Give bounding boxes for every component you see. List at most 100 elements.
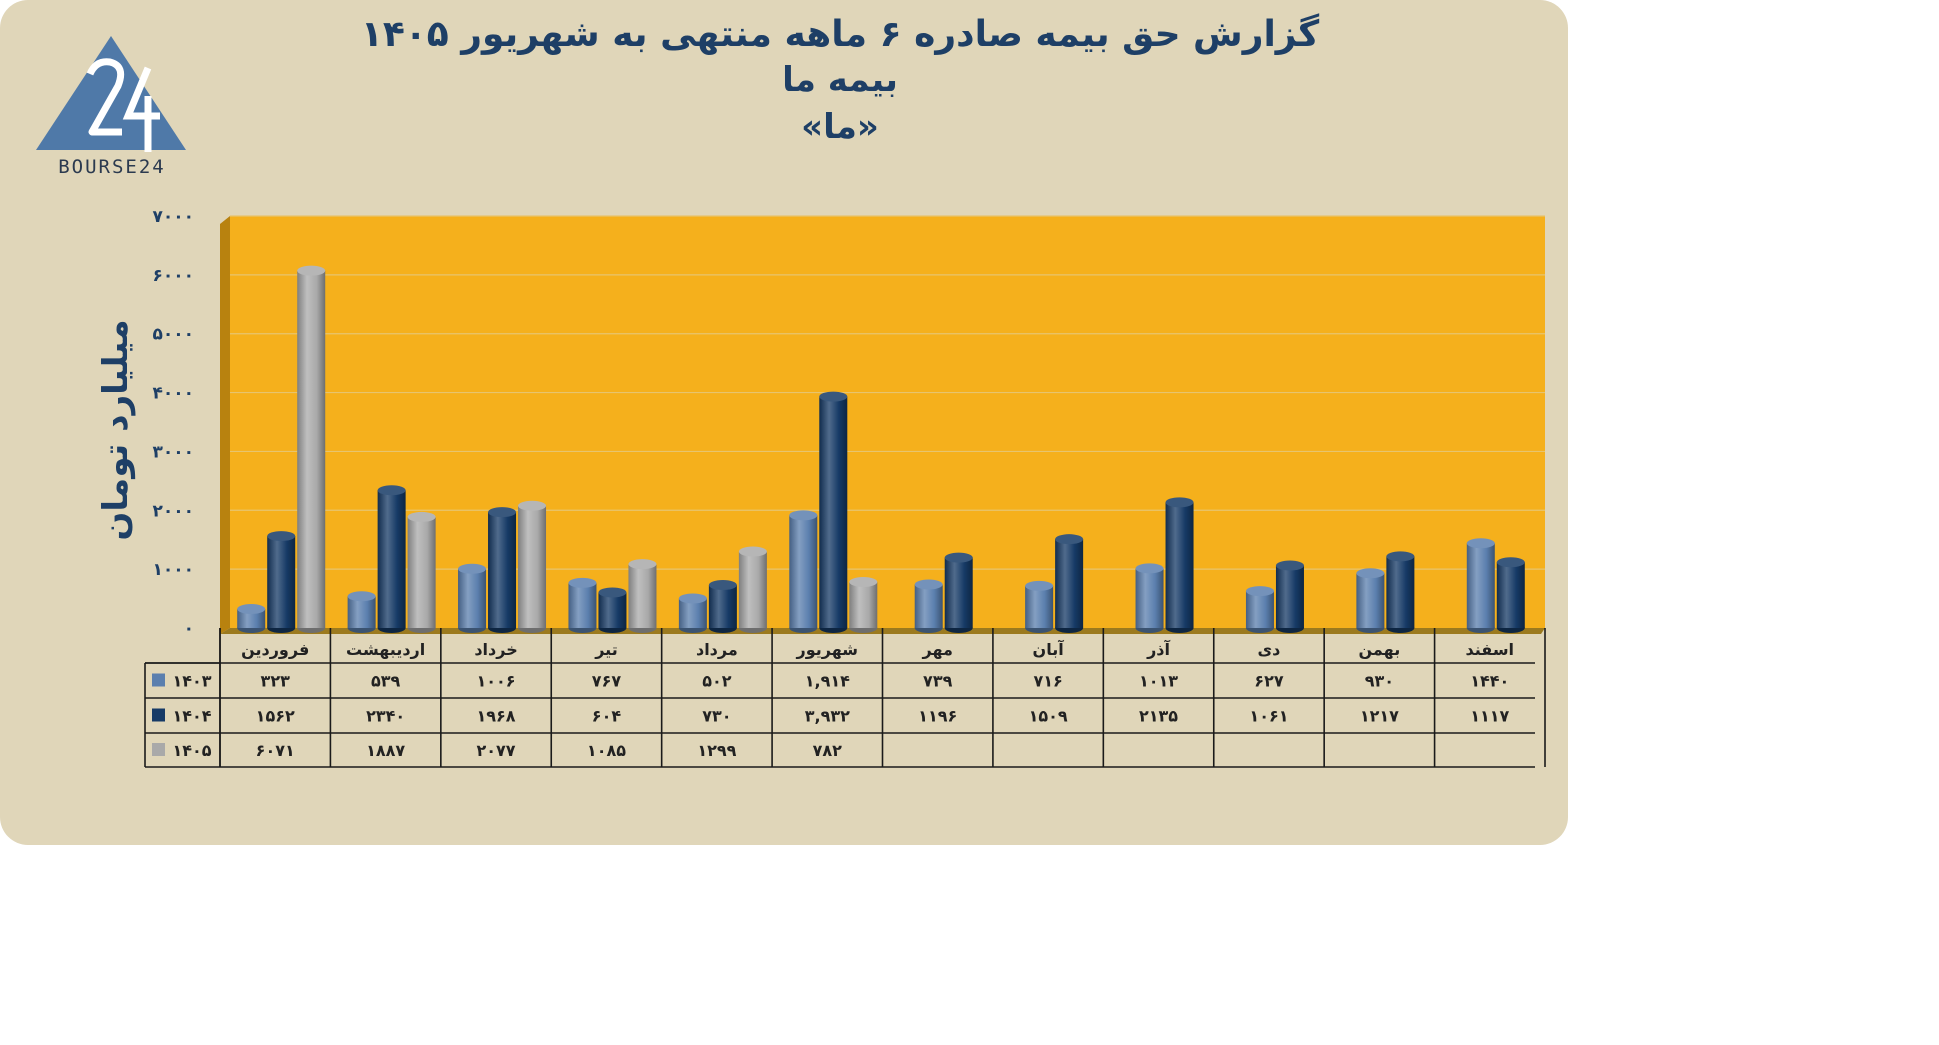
table-cell-value: ۷۶۷ [592, 672, 622, 691]
bar-۱۴۰۳-شهریور [789, 515, 818, 628]
bar-top [1165, 497, 1194, 508]
x-category-label: بهمن [1359, 640, 1401, 659]
bar-top [1496, 557, 1525, 568]
bar-top [678, 593, 707, 604]
bar-۱۴۰۳-آبان [1025, 585, 1054, 628]
plot-area [230, 216, 1545, 628]
bar-۱۴۰۳-خرداد [458, 568, 487, 628]
bar-top [1135, 563, 1164, 574]
bar-۱۴۰۵-اردیبهشت [407, 516, 436, 628]
table-cell-value: ۱۵۰۹ [1029, 707, 1068, 726]
y-tick-label: ۲۰۰۰ [152, 501, 194, 521]
plot-side-wall [220, 216, 230, 634]
bar-top [738, 546, 767, 557]
bar-top [628, 559, 657, 570]
x-category-label: دی [1258, 640, 1281, 659]
bar-۱۴۰۴-آذر [1165, 502, 1194, 628]
bar-۱۴۰۳-دی [1245, 591, 1274, 628]
table-cell-value: ۱۲۱۷ [1360, 707, 1399, 726]
y-tick-label: ۶۰۰۰ [152, 266, 194, 286]
bar-۱۴۰۳-اردیبهشت [347, 596, 376, 628]
bar-top [237, 603, 266, 614]
bar-top [488, 507, 517, 518]
table-cell-value: ۱۴۴۰ [1470, 672, 1509, 691]
y-tick-label: ۰ [184, 619, 194, 639]
bar-۱۴۰۳-مهر [914, 584, 943, 628]
y-tick-label: ۴۰۰۰ [152, 384, 194, 404]
bar-۱۴۰۴-شهریور [819, 396, 848, 628]
title-line-1: گزارش حق بیمه صادره ۶ ماهه منتهی به شهری… [360, 14, 1320, 55]
bar-۱۴۰۴-بهمن [1386, 556, 1415, 628]
bar-top [1466, 538, 1495, 549]
bar-۱۴۰۴-خرداد [488, 512, 517, 628]
table-cell-value: ۲۰۷۷ [477, 741, 516, 760]
bar-top [347, 591, 376, 602]
bar-top [598, 587, 627, 598]
bar-top [267, 531, 296, 542]
legend-series-name: ۱۴۰۳ [172, 672, 211, 691]
bar-top [518, 500, 547, 511]
bourse24-logo-icon [36, 36, 186, 152]
legend-series-name: ۱۴۰۵ [172, 741, 211, 760]
bar-۱۴۰۴-تیر [598, 592, 627, 628]
bar-۱۴۰۳-تیر [568, 582, 597, 628]
table-cell-value: ۵۰۲ [702, 672, 732, 691]
table-cell-value: ۶۰۴ [592, 707, 622, 726]
table-cell-value: ۲۱۳۵ [1139, 707, 1178, 726]
x-category-label: فروردین [241, 640, 309, 659]
chart-frame: BOURSE24 گزارش حق بیمه صادره ۶ ماهه منته… [0, 0, 1568, 845]
bar-۱۴۰۳-فروردین [237, 608, 266, 628]
bar-۱۴۰۴-آبان [1055, 539, 1084, 628]
bar-top [1055, 534, 1084, 545]
x-category-label: مرداد [696, 640, 738, 659]
table-cell-value: ۱۰۶۱ [1249, 707, 1288, 726]
table-cell-value: ۷۱۶ [1033, 672, 1062, 691]
table-cell-value: ۹۳۰ [1365, 672, 1394, 691]
bar-۱۴۰۴-فروردین [267, 536, 296, 628]
bar-top [458, 563, 487, 574]
table-cell-value: ۱۱۹۶ [918, 707, 957, 726]
table-cell-value: ۱۹۶۸ [477, 707, 516, 726]
legend-swatch-۱۴۰۳ [152, 673, 165, 687]
bar-۱۴۰۳-بهمن [1356, 573, 1385, 628]
bar-۱۴۰۴-مهر [944, 557, 973, 628]
table-cell-value: ۱۰۱۳ [1139, 672, 1178, 691]
bar-۱۴۰۳-آذر [1135, 568, 1164, 628]
table-cell-value: ۱,۹۱۴ [805, 672, 850, 691]
bar-chart: ۰ ۱۰۰۰ ۲۰۰۰ ۳۰۰۰ ۴۰۰۰ ۵۰۰۰ ۶۰۰۰ ۷۰۰۰ فروردین اردی… [144, 207, 1546, 768]
table-cell-value: ۵۳۹ [371, 672, 401, 691]
x-category-label: اردیبهشت [346, 640, 425, 659]
table-cell-value: ۱۵۶۲ [256, 707, 295, 726]
bar-top [708, 580, 737, 591]
bar-top [407, 511, 436, 522]
bar-۱۴۰۳-اسفند [1466, 543, 1495, 628]
bar-top [1386, 551, 1415, 562]
bar-top [568, 577, 597, 588]
table-cell-value: ۳۲۳ [261, 672, 291, 691]
bar-top [1025, 580, 1054, 591]
y-tick-label: ۷۰۰۰ [152, 207, 194, 227]
table-cell-value: ۶۲۷ [1254, 672, 1284, 691]
chart-title: گزارش حق بیمه صادره ۶ ماهه منتهی به شهری… [330, 12, 1350, 152]
title-line-2: بیمه ما [782, 60, 898, 100]
bar-۱۴۰۴-دی [1275, 565, 1304, 628]
table-cell-value: ۱۰۸۵ [587, 741, 626, 760]
bar-top [789, 510, 818, 521]
bar-top [944, 552, 973, 563]
table-cell-value: ۶۰۷۱ [256, 741, 295, 760]
y-tick-label: ۳۰۰۰ [152, 442, 194, 462]
legend-swatch-۱۴۰۵ [152, 743, 165, 756]
bar-top [914, 579, 943, 590]
bar-۱۴۰۵-شهریور [849, 581, 878, 628]
bar-top [819, 391, 848, 402]
x-category-label: آذر [1146, 639, 1170, 659]
bar-۱۴۰۵-تیر [628, 564, 657, 628]
x-category-label: خرداد [474, 640, 517, 659]
logo-text: BOURSE24 [58, 156, 166, 178]
bar-۱۴۰۵-مرداد [738, 551, 767, 628]
table-cell-value: ۱۰۰۶ [477, 672, 516, 691]
table-cell-value: ۱۲۹۹ [697, 741, 736, 760]
x-category-label: مهر [921, 640, 952, 659]
bar-۱۴۰۵-فروردین [297, 270, 326, 628]
bar-top [1245, 586, 1274, 597]
